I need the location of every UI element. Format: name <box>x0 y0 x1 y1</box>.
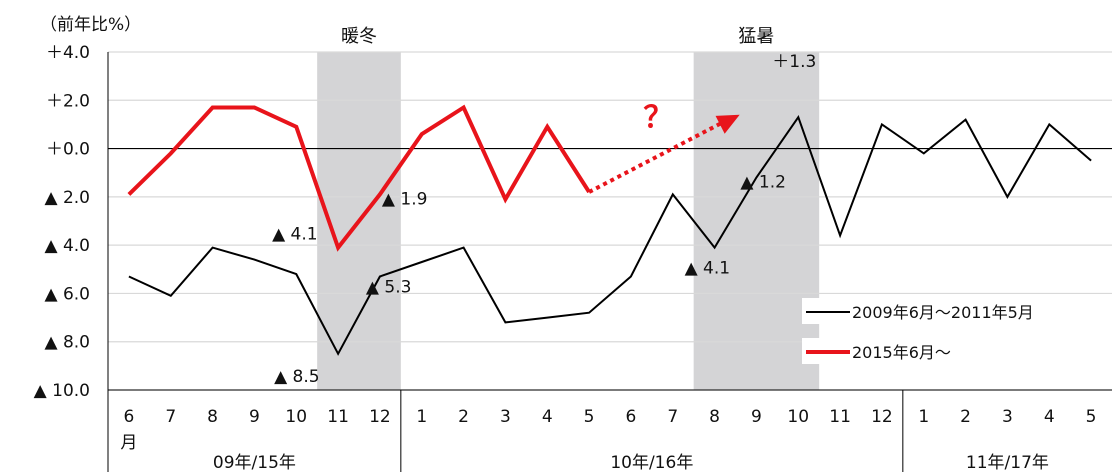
projection-question-mark: ？ <box>643 100 673 135</box>
y-tick-label-2: ＋0.0 <box>46 140 90 160</box>
shaded-periods: 暖冬 猛暑 <box>317 26 820 390</box>
year-group-label-2: 11年/17年 <box>966 453 1049 472</box>
series-lines: ？ <box>127 100 1092 356</box>
legend-label-1: 2015年6月～ <box>852 343 951 362</box>
x-tick-label-5: 11 <box>327 407 349 427</box>
x-tick-label-2: 8 <box>207 407 218 427</box>
x-tick-label-15: 9 <box>751 407 762 427</box>
legend-bg-1 <box>802 338 1112 364</box>
y-tick-label-4: ▲ 4.0 <box>44 236 90 256</box>
year-group-label-0: 09年/15年 <box>213 453 296 472</box>
x-tick-label-19: 1 <box>918 407 929 427</box>
x-tick-label-12: 6 <box>626 407 637 427</box>
x-tick-label-18: 12 <box>871 407 893 427</box>
x-tick-label-16: 10 <box>787 407 809 427</box>
x-tick-label-23: 5 <box>1086 407 1097 427</box>
x-month-marker: 月 <box>120 433 137 453</box>
annotation-label-1: ▲ 1.9 <box>382 189 428 209</box>
x-tick-label-22: 4 <box>1044 407 1055 427</box>
x-tick-label-8: 2 <box>458 407 469 427</box>
annotation-label-4: ▲ 4.1 <box>685 259 731 279</box>
x-tick-label-4: 10 <box>285 407 307 427</box>
series-line-1 <box>127 104 591 252</box>
x-tick-label-14: 8 <box>709 407 720 427</box>
projection-arrow-line <box>588 116 731 194</box>
legend: 2009年6月～2011年5月 2015年6月～ <box>802 298 1112 364</box>
plot-frame <box>107 52 1112 472</box>
projection-arrow-head <box>715 114 740 134</box>
year-group-label-1: 10年/16年 <box>610 453 693 472</box>
x-tick-label-7: 1 <box>416 407 427 427</box>
x-tick-label-3: 9 <box>249 407 260 427</box>
y-tick-label-6: ▲ 8.0 <box>44 333 90 353</box>
legend-label-0: 2009年6月～2011年5月 <box>852 303 1034 322</box>
shaded-period-label-0: 暖冬 <box>341 26 377 47</box>
y-tick-label-5: ▲ 6.0 <box>44 284 90 304</box>
x-tick-label-13: 7 <box>667 407 678 427</box>
axes: ＋4.0 ＋2.0 ＋0.0 ▲ 2.0 ▲ 4.0 ▲ 6.0 ▲ 8.0 ▲ 10.0 6 7… <box>34 43 1097 472</box>
y-tick-label-1: ＋2.0 <box>46 91 90 111</box>
y-tick-label-3: ▲ 2.0 <box>44 188 90 208</box>
x-tick-label-6: 12 <box>369 407 391 427</box>
y-tick-label-7: ▲ 10.0 <box>34 381 90 401</box>
annotations: ▲ 4.1 ▲ 1.9 ▲ 5.3 ▲ 8.5 ▲ 4.1 ▲ 1.2 ＋1.3 <box>272 52 816 387</box>
x-tick-label-21: 3 <box>1002 407 1013 427</box>
annotation-label-0: ▲ 4.1 <box>272 225 318 245</box>
annotation-label-2: ▲ 5.3 <box>366 278 412 298</box>
series-line-0 <box>128 115 1092 356</box>
y-tick-label-0: ＋4.0 <box>46 43 90 63</box>
y-unit-label: （前年比%） <box>40 15 141 35</box>
legend-bg-0 <box>802 298 1112 324</box>
annotation-label-5: ▲ 1.2 <box>740 173 786 193</box>
x-tick-label-10: 4 <box>542 407 553 427</box>
annotation-label-6: ＋1.3 <box>772 52 816 72</box>
x-tick-label-17: 11 <box>829 407 851 427</box>
x-tick-label-9: 3 <box>500 407 511 427</box>
shaded-period-label-1: 猛暑 <box>738 26 774 47</box>
annotation-label-3: ▲ 8.5 <box>274 367 320 387</box>
x-tick-label-20: 2 <box>960 407 971 427</box>
x-tick-label-0: 6 <box>124 407 135 427</box>
x-tick-label-1: 7 <box>165 407 176 427</box>
shaded-period-1 <box>693 52 820 390</box>
x-tick-label-11: 5 <box>584 407 595 427</box>
